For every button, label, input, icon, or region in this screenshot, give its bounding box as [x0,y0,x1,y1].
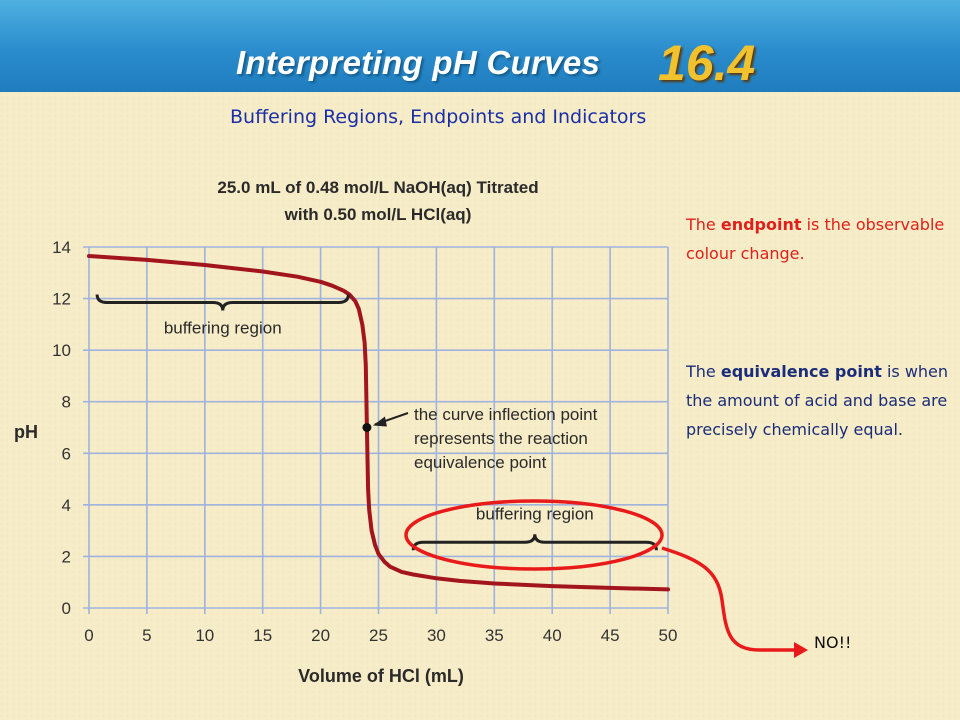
endpoint-note: The endpoint is the observable colour ch… [686,215,945,263]
header-bar [0,0,960,92]
y-tick-label: 10 [52,341,71,360]
x-axis-label: Volume of HCl (mL) [298,666,464,686]
x-tick-label: 30 [427,626,446,645]
y-tick-label: 0 [62,599,71,618]
slide-subtitle: Buffering Regions, Endpoints and Indicat… [230,106,647,128]
y-tick-label: 6 [62,444,71,463]
y-axis-label: pH [14,422,38,442]
inflection-arrow-head [372,416,387,427]
equivalence-note: The equivalence point is when the amount… [686,362,949,439]
x-tick-label: 5 [142,626,151,645]
x-tick-label: 45 [601,626,620,645]
y-tick-label: 4 [62,496,71,515]
lower-buffer-label: buffering region [476,504,594,523]
highlight-ellipse [404,499,664,571]
x-tick-label: 10 [195,626,214,645]
x-tick-label: 15 [253,626,272,645]
equivalence-term: equivalence point [720,362,882,381]
highlight-arrow-head [794,642,808,658]
section-number: 16.4 [658,35,756,91]
endpoint-term: endpoint [720,215,802,234]
header-title: Interpreting pH Curves [236,44,601,81]
chart-title-line1: 25.0 mL of 0.48 mol/L NaOH(aq) Titrated [217,178,538,197]
y-tick-label: 14 [52,238,71,257]
x-tick-label: 25 [369,626,388,645]
inflection-label-line: represents the reaction [414,429,588,448]
x-tick-label: 35 [485,626,504,645]
y-tick-label: 8 [62,393,71,412]
x-tick-label: 50 [659,626,678,645]
upper-brace [95,294,350,311]
ph-curve [87,254,670,592]
upper-buffer-label: buffering region [164,318,282,337]
no-label: NO!! [814,633,852,652]
highlight-arrow-line [661,546,800,652]
y-tick-label: 12 [52,290,71,309]
inflection-label-line: equivalence point [414,453,547,472]
inflection-label-line: the curve inflection point [414,405,598,424]
y-tick-label: 2 [62,547,71,566]
chart-title-line2: with 0.50 mol/L HCl(aq) [284,205,472,224]
x-tick-label: 40 [543,626,562,645]
x-tick-label: 0 [84,626,93,645]
tick-labels: 0 5 10 15 20 25 30 35 40 45 50 0 2 4 6 8 10 12 14 [52,238,677,645]
annotations: buffering region buffering region the curv… [95,294,808,658]
lower-brace [411,534,658,551]
grid [83,246,669,614]
x-tick-label: 20 [311,626,330,645]
equivalence-point-marker [362,423,372,432]
